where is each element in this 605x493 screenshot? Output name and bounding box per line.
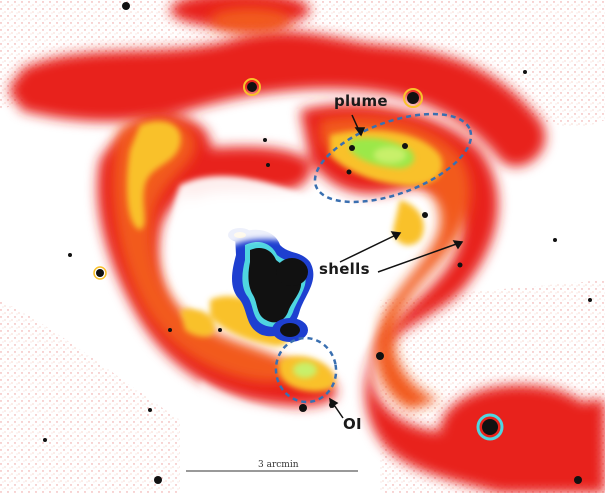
annotation-ellipses xyxy=(274,112,473,404)
oi-ellipse xyxy=(274,336,338,404)
annotation-arrows xyxy=(329,114,464,419)
peak-emission xyxy=(293,138,415,378)
shells-label: shells xyxy=(319,260,370,278)
oi-label: OI xyxy=(343,415,362,433)
plume-ellipse xyxy=(313,112,473,204)
plume-label: plume xyxy=(334,92,388,110)
shells-arrow-2 xyxy=(377,241,463,273)
shells-arrow-1 xyxy=(339,232,401,263)
mid-emission xyxy=(112,8,471,410)
inner-void xyxy=(172,175,371,470)
scale-bar-label: 3 arcmin xyxy=(258,460,299,470)
